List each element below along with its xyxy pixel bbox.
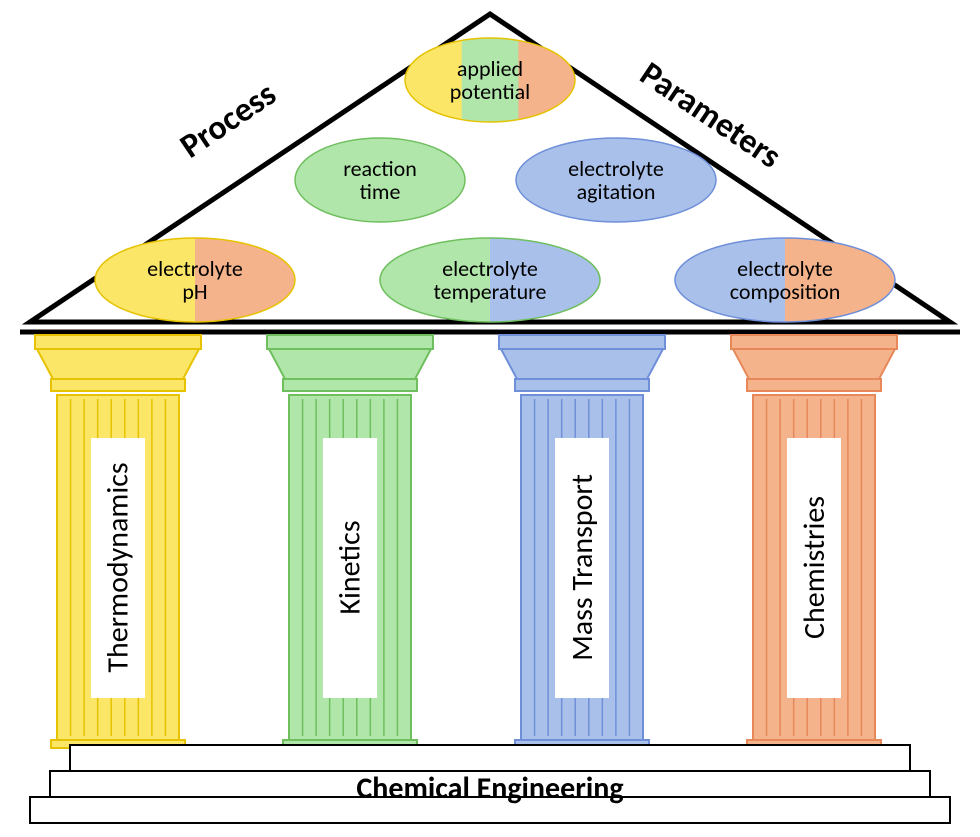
bubble-label-electrolyte-ph: electrolyte pH bbox=[95, 238, 295, 322]
bubble-label-reaction-time: reaction time bbox=[295, 138, 465, 222]
bubble-label-electrolyte-composition: electrolyte composition bbox=[675, 238, 895, 322]
temple-diagram: Process Parameters applied potentialreac… bbox=[0, 0, 980, 837]
base-label: Chemical Engineering bbox=[0, 770, 980, 807]
pillar-label-kinetics: Kinetics bbox=[323, 438, 377, 698]
diagram-svg bbox=[0, 0, 980, 837]
bubble-label-electrolyte-temperature: electrolyte temperature bbox=[380, 238, 600, 322]
pillar-label-mass-transport: Mass Transport bbox=[555, 438, 609, 698]
bubble-label-applied-potential: applied potential bbox=[405, 38, 575, 122]
bubble-label-electrolyte-agitation: electrolyte agitation bbox=[516, 138, 716, 222]
pillar-label-thermodynamics: Thermodynamics bbox=[91, 438, 145, 698]
base-step-0 bbox=[70, 745, 910, 771]
pillar-label-chemistries: Chemistries bbox=[787, 438, 841, 698]
